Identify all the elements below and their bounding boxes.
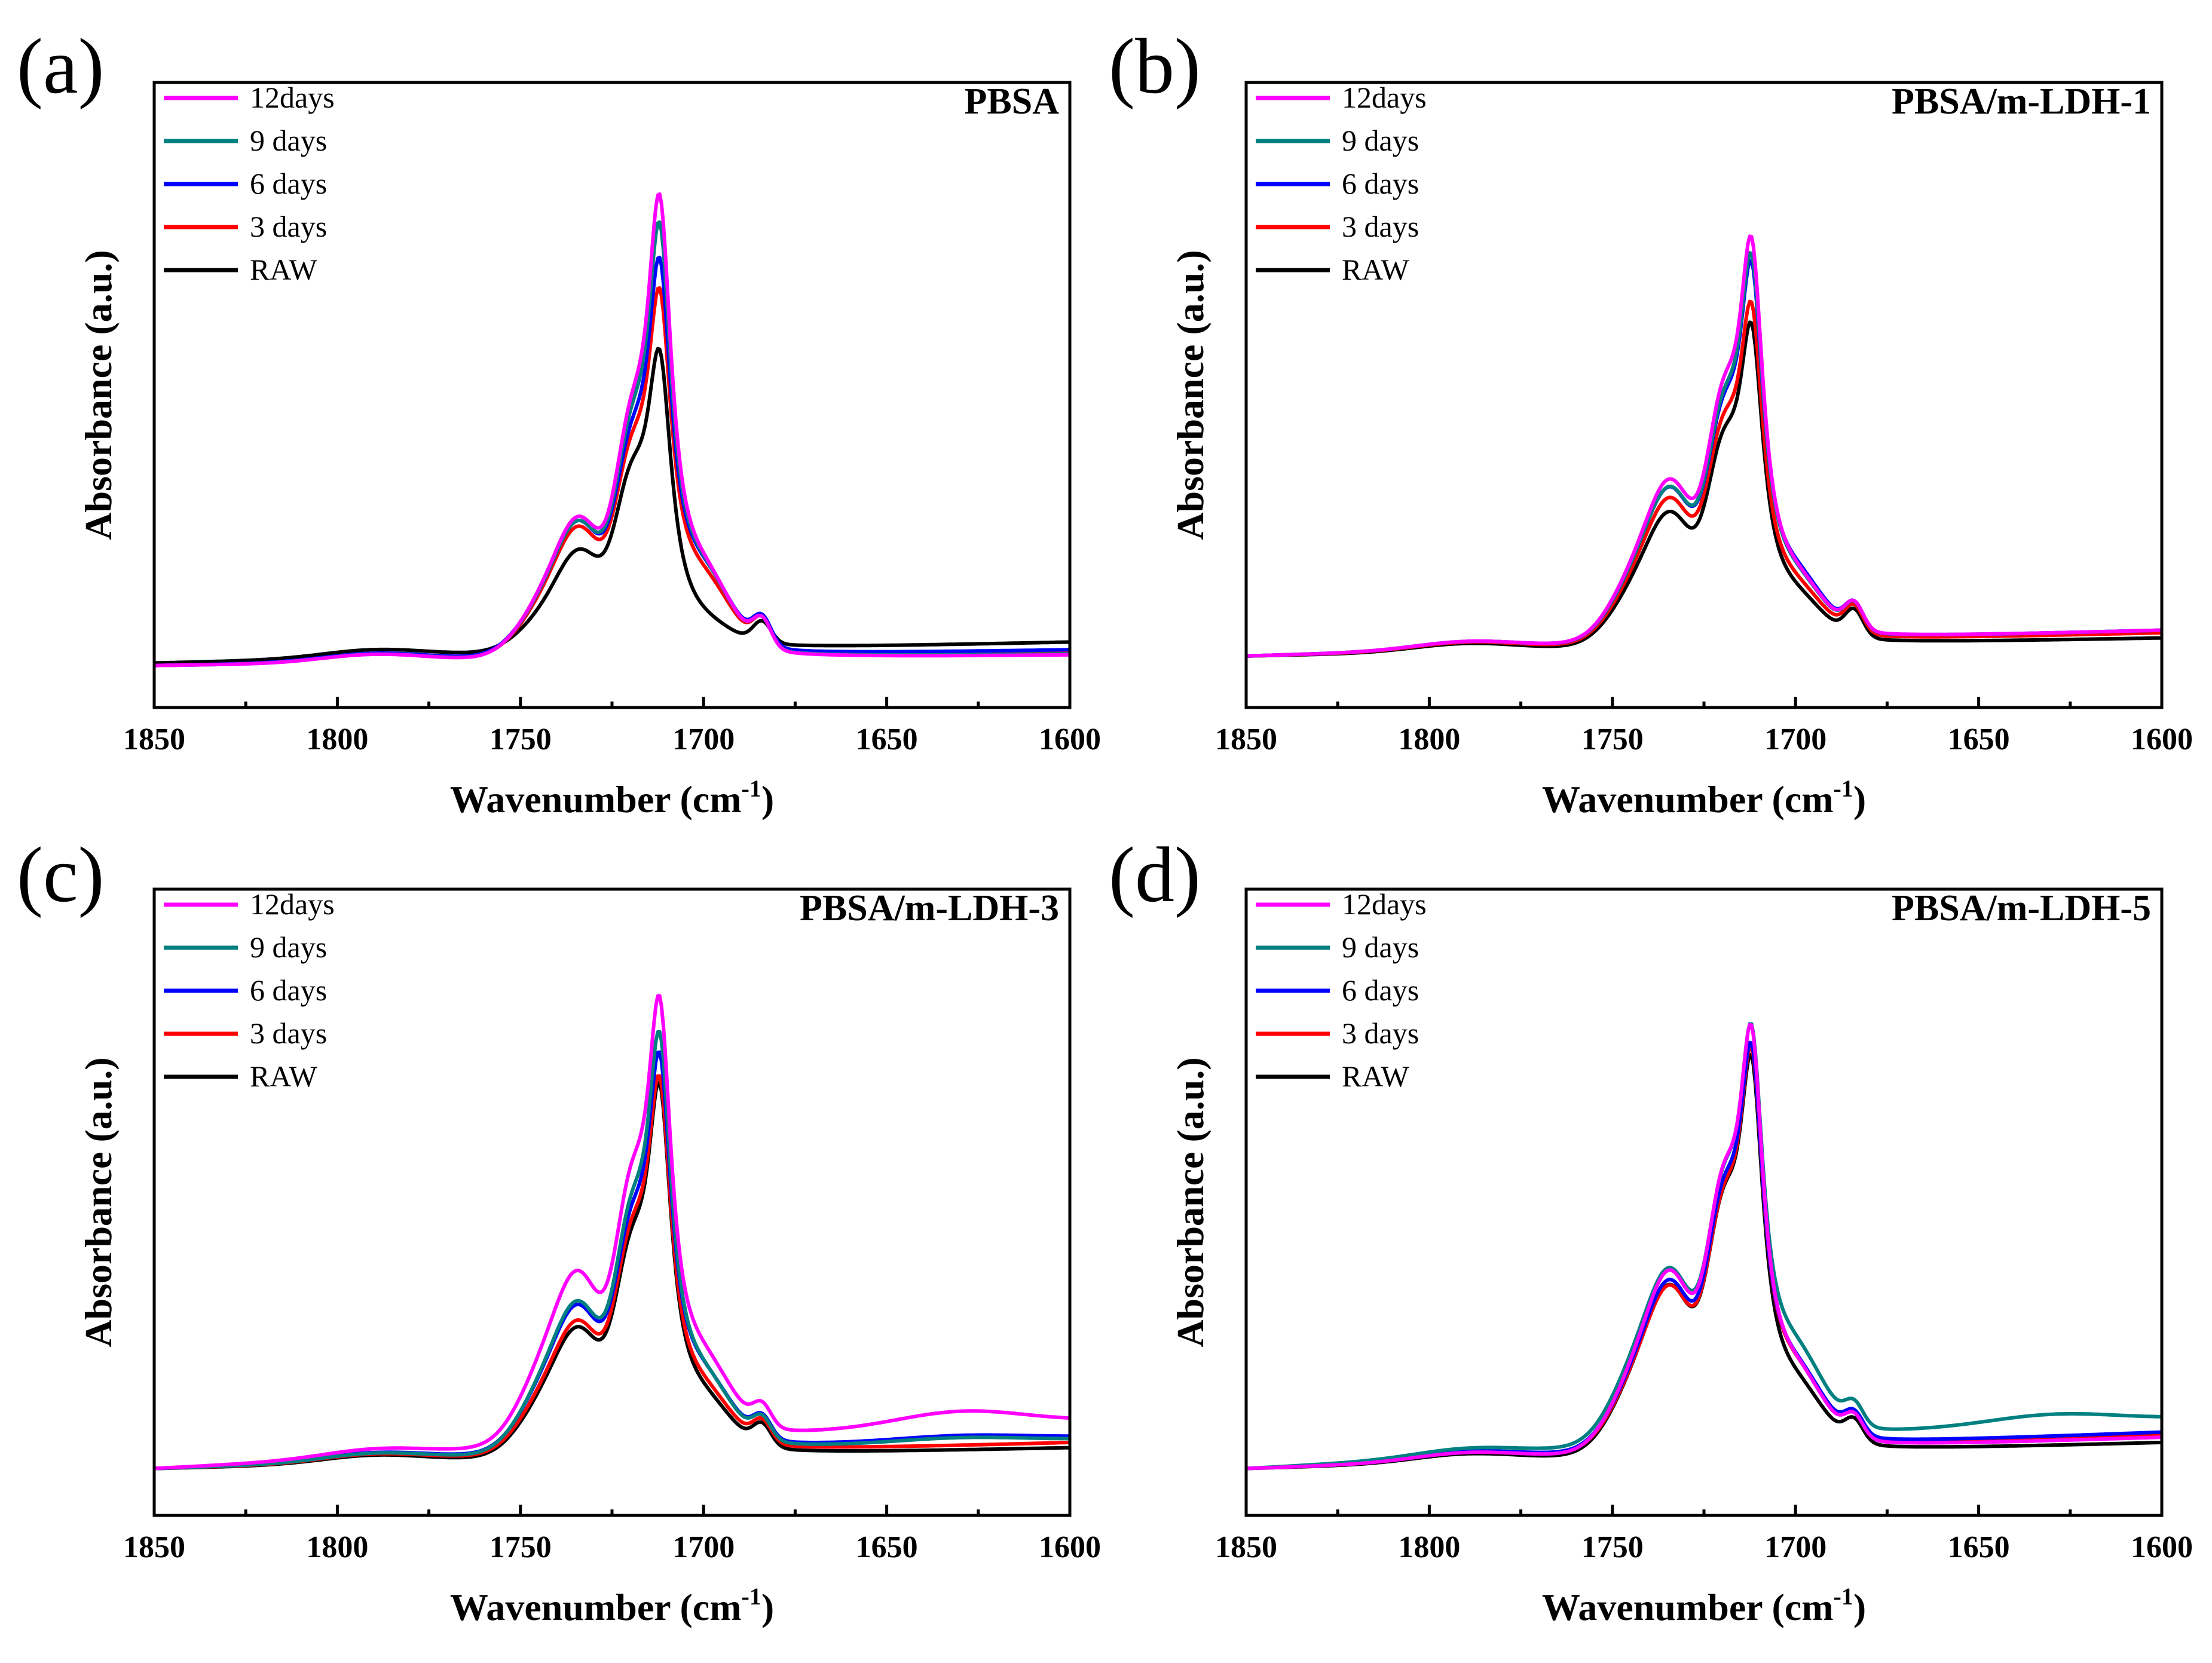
- legend-label: 3 days: [1342, 210, 1419, 243]
- x-axis-label: Wavenumber (cm-1): [450, 775, 774, 820]
- chart-panel-2: (c) 1850 1800 1750 1700 1650 1600 Wavenumber (c…: [17, 831, 1101, 1628]
- x-tick-label: 1750: [489, 722, 552, 757]
- x-tick-label: 1700: [1764, 722, 1826, 757]
- legend-label: 12days: [250, 887, 335, 921]
- legend-label: 6 days: [1342, 167, 1419, 200]
- x-tick-label: 1750: [1581, 1530, 1644, 1564]
- series-line-9days: [154, 1030, 1070, 1471]
- legend-label: 3 days: [250, 210, 327, 243]
- x-tick-label: 1600: [2131, 1530, 2193, 1564]
- legend-label: RAW: [1342, 253, 1409, 286]
- legend-label: 9 days: [250, 930, 327, 964]
- legend-label: 9 days: [1342, 930, 1419, 964]
- series-line-9days: [1246, 251, 2162, 658]
- legend-label: RAW: [250, 1059, 317, 1093]
- panel-title: PBSA/m-LDH-3: [800, 888, 1059, 929]
- x-tick-label: 1650: [856, 1530, 918, 1564]
- y-axis-label: Absorbance (a.u.): [77, 1057, 120, 1347]
- x-tick-label: 1800: [306, 722, 368, 757]
- panel-title: PBSA/m-LDH-5: [1892, 888, 2151, 929]
- chart-panel-1: (b) 1850 1800 1750 1700 1650 1600 Wavenumber (c…: [1109, 22, 2193, 820]
- series-line-6days: [154, 255, 1070, 667]
- legend-label: RAW: [1342, 1059, 1409, 1093]
- panels: (a) 1850 1800 1750 1700 1650 1600 Wavenumber (c…: [17, 22, 2193, 1628]
- x-tick-label: 1700: [1764, 1530, 1826, 1564]
- x-tick-label: 1800: [306, 1530, 368, 1564]
- series-line-RAW: [154, 347, 1070, 665]
- chart-panel-3: (d) 1850 1800 1750 1700 1650 1600 Wavenumber (c…: [1109, 831, 2193, 1628]
- panel-letter: (d): [1109, 831, 1201, 918]
- x-axis-label: Wavenumber (cm-1): [450, 1583, 774, 1628]
- y-axis-label: Absorbance (a.u.): [1169, 250, 1211, 540]
- series-line-12days: [154, 192, 1070, 667]
- series-line-9days: [154, 220, 1070, 667]
- legend-label: 9 days: [1342, 124, 1419, 157]
- panel-letter: (c): [17, 831, 105, 918]
- x-tick-label: 1600: [2131, 722, 2193, 757]
- x-tick-label: 1650: [1948, 1530, 2010, 1564]
- x-tick-label: 1800: [1398, 722, 1460, 757]
- x-tick-label: 1850: [123, 722, 185, 757]
- legend-label: 12days: [250, 81, 335, 114]
- x-tick-label: 1650: [1948, 722, 2010, 757]
- panel-title: PBSA: [965, 81, 1060, 122]
- x-tick-label: 1700: [672, 1530, 735, 1564]
- legend-label: 3 days: [250, 1016, 327, 1050]
- legend-label: 12days: [1342, 887, 1427, 921]
- x-tick-label: 1800: [1398, 1530, 1460, 1564]
- x-tick-label: 1850: [123, 1530, 185, 1564]
- y-axis-label: Absorbance (a.u.): [1169, 1057, 1211, 1347]
- x-axis-label: Wavenumber (cm-1): [1542, 775, 1866, 820]
- series-line-3days: [154, 286, 1070, 667]
- x-tick-label: 1850: [1215, 1530, 1277, 1564]
- x-tick-label: 1750: [1581, 722, 1644, 757]
- series-line-12days: [1246, 1022, 2162, 1471]
- chart-panel-0: (a) 1850 1800 1750 1700 1650 1600 Wavenumber (c…: [17, 22, 1101, 820]
- x-tick-label: 1750: [489, 1530, 552, 1564]
- x-tick-label: 1850: [1215, 722, 1277, 757]
- panel-letter: (b): [1109, 22, 1201, 110]
- x-tick-label: 1650: [856, 722, 918, 757]
- series-line-RAW: [154, 1081, 1070, 1471]
- series-line-12days: [1246, 234, 2162, 658]
- series-line-6days: [1246, 259, 2162, 658]
- legend-label: 12days: [1342, 81, 1427, 114]
- x-tick-label: 1600: [1039, 1530, 1101, 1564]
- x-axis-label: Wavenumber (cm-1): [1542, 1583, 1866, 1628]
- legend-label: 6 days: [1342, 973, 1419, 1007]
- legend-label: 6 days: [250, 167, 327, 200]
- legend-label: 6 days: [250, 973, 327, 1007]
- legend-label: 3 days: [1342, 1016, 1419, 1050]
- x-tick-label: 1600: [1039, 722, 1101, 757]
- y-axis-label: Absorbance (a.u.): [77, 250, 120, 540]
- legend-label: 9 days: [250, 124, 327, 157]
- legend-label: RAW: [250, 253, 317, 286]
- panel-letter: (a): [17, 22, 105, 110]
- series-line-12days: [154, 994, 1070, 1471]
- series-line-3days: [154, 1074, 1070, 1471]
- panel-title: PBSA/m-LDH-1: [1892, 81, 2151, 122]
- x-tick-label: 1700: [672, 722, 735, 757]
